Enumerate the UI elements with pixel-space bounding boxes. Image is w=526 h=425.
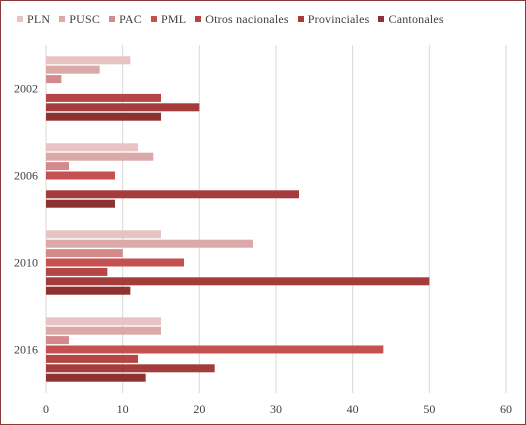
legend-label: PLN xyxy=(27,11,51,26)
legend-label: Otros nacionales xyxy=(205,11,289,26)
legend-item: Otros nacionales xyxy=(195,12,289,27)
bar xyxy=(46,258,184,267)
y-category-label: 2002 xyxy=(14,82,38,96)
y-category-label: 2016 xyxy=(14,343,38,357)
legend-item: PAC xyxy=(109,12,142,27)
bar xyxy=(46,75,62,84)
bar xyxy=(46,56,131,65)
bar xyxy=(46,143,138,152)
legend-label: Cantonales xyxy=(388,11,444,26)
legend-swatch xyxy=(297,16,304,22)
legend-label: PAC xyxy=(119,11,142,26)
bar xyxy=(46,152,154,161)
bar xyxy=(46,93,161,102)
bar xyxy=(46,373,146,382)
legend-item: PUSC xyxy=(59,12,100,27)
y-category-label: 2006 xyxy=(14,169,38,183)
legend-swatch xyxy=(150,16,157,22)
x-tick-label: 10 xyxy=(117,402,129,416)
legend-label: PUSC xyxy=(69,11,101,26)
legend: PLN PUSC PAC PML Otros nacionales Provinciale… xyxy=(17,10,517,28)
x-tick-label: 50 xyxy=(423,402,435,416)
x-tick-label: 20 xyxy=(193,402,205,416)
legend-label: Provinciales xyxy=(307,11,370,26)
bar xyxy=(46,190,299,199)
bar xyxy=(46,199,115,208)
legend-item: Cantonales xyxy=(378,11,444,27)
legend-swatch xyxy=(109,16,116,22)
legend-label: PML xyxy=(160,11,187,26)
bar xyxy=(46,345,384,354)
x-tick-label: 40 xyxy=(347,402,359,416)
legend-swatch xyxy=(17,16,23,22)
bar xyxy=(46,162,69,171)
bar xyxy=(46,239,253,248)
x-tick-label: 30 xyxy=(270,402,282,416)
bar xyxy=(46,65,100,74)
bar xyxy=(46,230,161,239)
legend-swatch xyxy=(195,16,202,22)
bar xyxy=(46,326,161,335)
legend-item: Provinciales xyxy=(297,11,370,27)
bar xyxy=(46,336,69,345)
bar xyxy=(46,249,123,258)
bar xyxy=(46,286,131,295)
bar xyxy=(46,354,138,363)
bar xyxy=(46,171,115,180)
bar xyxy=(46,277,430,286)
legend-swatch xyxy=(59,16,66,22)
legend-swatch xyxy=(378,16,385,22)
legend-item: PLN xyxy=(17,12,50,27)
bar xyxy=(46,103,200,112)
x-tick-label: 60 xyxy=(500,402,512,416)
y-category-label: 2010 xyxy=(14,256,38,270)
x-tick-label: 0 xyxy=(43,402,49,416)
legend-item: PML xyxy=(150,11,187,27)
bar xyxy=(46,267,108,276)
bar xyxy=(46,364,215,373)
bar xyxy=(46,112,161,121)
bar xyxy=(46,317,161,326)
